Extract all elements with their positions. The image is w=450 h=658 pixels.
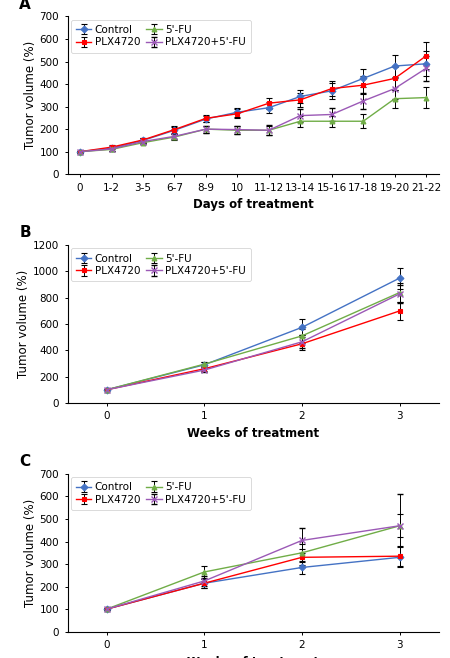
Legend: Control, PLX4720, 5'-FU, PLX4720+5'-FU: Control, PLX4720, 5'-FU, PLX4720+5'-FU [71,248,251,282]
Y-axis label: Tumor volume (%): Tumor volume (%) [24,499,37,607]
Legend: Control, PLX4720, 5'-FU, PLX4720+5'-FU: Control, PLX4720, 5'-FU, PLX4720+5'-FU [71,477,251,510]
Y-axis label: Tumor volume (%): Tumor volume (%) [17,270,30,378]
X-axis label: Weeks of treatment: Weeks of treatment [187,655,319,658]
Text: A: A [19,0,31,12]
Text: C: C [19,454,30,469]
Y-axis label: Tumor volume (%): Tumor volume (%) [24,41,37,149]
Text: B: B [19,226,31,240]
X-axis label: Days of treatment: Days of treatment [193,198,314,211]
Legend: Control, PLX4720, 5'-FU, PLX4720+5'-FU: Control, PLX4720, 5'-FU, PLX4720+5'-FU [71,20,251,53]
X-axis label: Weeks of treatment: Weeks of treatment [187,427,319,440]
